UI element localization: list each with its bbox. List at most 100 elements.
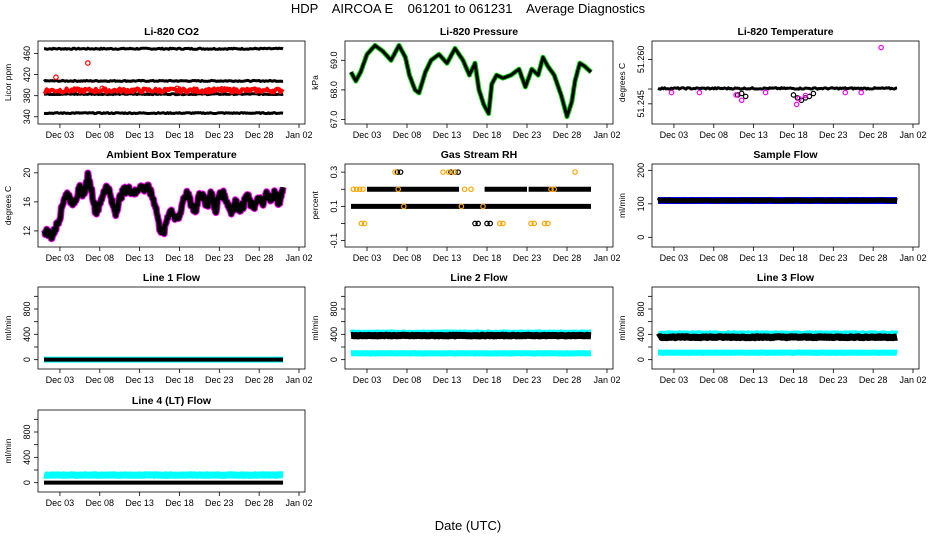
series-low-excursions-point — [738, 90, 745, 97]
x-tick-label: Dec 18 — [779, 375, 808, 385]
panel-line-4-lt-flow: Line 4 (LT) Flow ml/min 0 400 800 Dec 03 Dec 0… — [3, 395, 313, 508]
panel-line-3-flow: Line 3 Flow ml/min 0 400 800 Dec 03 Dec 08 Dec … — [617, 272, 927, 385]
panel-title: Li-820 Temperature — [737, 26, 833, 38]
series-rh-orange-point — [468, 186, 474, 193]
x-tick-label: Dec 23 — [819, 253, 848, 263]
series-rh-orange-point — [356, 186, 363, 193]
x-tick-label: Dec 18 — [779, 130, 808, 140]
x-tick-label: Dec 23 — [205, 375, 234, 385]
series-outliers-point — [842, 89, 849, 96]
x-tick-label: Dec 03 — [660, 375, 689, 385]
series-outliers-point — [668, 89, 675, 96]
series-low-excursions-point — [742, 93, 749, 100]
series-sample-outliers-point — [174, 85, 180, 92]
y-tick-label: 400 — [22, 327, 32, 342]
x-tick-label: Dec 18 — [779, 253, 808, 263]
plot-frame — [37, 286, 306, 370]
plot-frame — [651, 163, 920, 248]
y-tick-label: 51.245 — [636, 90, 646, 118]
x-tick-label: Dec 08 — [86, 375, 115, 385]
plot-frame — [651, 286, 920, 370]
y-axis-label: ml/min — [3, 315, 13, 340]
plot-frame — [344, 163, 614, 248]
x-tick-label: Dec 13 — [739, 375, 768, 385]
x-tick-label: Dec 13 — [125, 498, 154, 508]
x-tick-label: Jan 02 — [285, 253, 312, 263]
plot-frame — [344, 40, 614, 125]
series-outliers-point — [733, 92, 739, 98]
plot-data — [40, 169, 287, 243]
series-sample-outliers-point — [218, 86, 225, 92]
x-tick-label: Dec 28 — [245, 498, 274, 508]
y-tick-label: 0 — [636, 235, 646, 240]
series-rh-0.3-point — [394, 169, 401, 175]
panel-title: Li-820 CO2 — [144, 26, 199, 38]
panel-title: Line 3 Flow — [757, 272, 815, 284]
x-tick-label: Dec 13 — [739, 130, 768, 140]
series-rh-orange-point — [358, 220, 365, 227]
plot-data — [348, 329, 594, 357]
series-pressure — [349, 44, 593, 119]
plot-frame — [651, 40, 920, 125]
x-tick-label: Dec 13 — [125, 130, 154, 140]
y-tick-label: 100 — [636, 196, 646, 211]
x-tick-label: Jan 02 — [899, 253, 926, 263]
series-temperature — [657, 86, 898, 91]
series-low-excursions-point — [790, 92, 797, 98]
x-tick-label: Dec 03 — [660, 130, 689, 140]
series-outliers-point — [738, 97, 745, 104]
series-rh-orange-point — [480, 203, 486, 210]
y-axis-label: Licor ppm — [3, 64, 13, 101]
series-rh-orange-point — [360, 186, 366, 193]
y-tick-label: 20 — [22, 168, 32, 178]
panel-title: Li-820 Pressure — [440, 26, 518, 38]
x-tick-label: Dec 18 — [165, 498, 194, 508]
plot-data — [348, 43, 593, 120]
y-tick-label: 69.0 — [329, 52, 339, 70]
x-tick-label: Dec 23 — [205, 130, 234, 140]
y-tick-label: 67.0 — [329, 111, 339, 129]
y-tick-label: 800 — [22, 424, 32, 439]
x-tick-label: Dec 28 — [553, 253, 582, 263]
series-flow-main — [348, 331, 594, 340]
plot-frame — [37, 163, 306, 248]
y-axis-label: degrees C — [3, 186, 13, 225]
x-tick-label: Dec 13 — [433, 253, 462, 263]
x-tick-label: Dec 18 — [165, 130, 194, 140]
y-axis-label: ml/min — [617, 193, 627, 218]
y-tick-label: 380 — [22, 88, 32, 103]
series-std-high — [43, 46, 284, 51]
x-tick-label: Dec 28 — [245, 130, 274, 140]
series-rh-orange-point — [572, 169, 578, 175]
series-rh-orange-point — [458, 203, 465, 210]
y-tick-label: 340 — [22, 109, 32, 124]
series-sample-outliers-point — [85, 60, 91, 66]
x-tick-label: Dec 23 — [205, 498, 234, 508]
y-tick-label: 400 — [636, 327, 646, 342]
series-rh-0.0-point — [472, 220, 478, 227]
page-title: HDP AIRCOA E 061201 to 061231 Average Di… — [290, 1, 646, 16]
x-tick-label: Dec 23 — [819, 375, 848, 385]
series-outliers-point — [858, 89, 865, 96]
series-rh-orange-point — [361, 220, 368, 227]
x-tick-label: Dec 13 — [433, 130, 462, 140]
y-tick-label: -0.1 — [329, 233, 339, 249]
series-flow-high — [41, 471, 286, 479]
x-tick-label: Dec 13 — [739, 253, 768, 263]
series-outliers-point — [802, 92, 809, 99]
panel-li820-pressure: Li-820 Pressure kPa 67.0 68.0 69.0 Dec 03 Dec … — [310, 26, 621, 140]
y-axis-label: kPa — [310, 75, 320, 90]
series-rh-orange-point — [392, 169, 398, 175]
x-tick-label: Dec 03 — [46, 253, 75, 263]
x-tick-label: Dec 23 — [513, 130, 542, 140]
x-tick-label: Dec 18 — [473, 130, 502, 140]
x-tick-label: Dec 28 — [553, 375, 582, 385]
x-tick-label: Dec 28 — [245, 375, 274, 385]
y-tick-label: 800 — [22, 301, 32, 316]
series-rh-orange-point — [400, 203, 407, 210]
y-tick-label: 800 — [329, 301, 339, 316]
panel-title: Line 4 (LT) Flow — [132, 395, 212, 407]
series-rh-orange-point — [541, 220, 548, 227]
plot-data — [655, 330, 900, 356]
y-tick-label: 0 — [636, 357, 646, 362]
